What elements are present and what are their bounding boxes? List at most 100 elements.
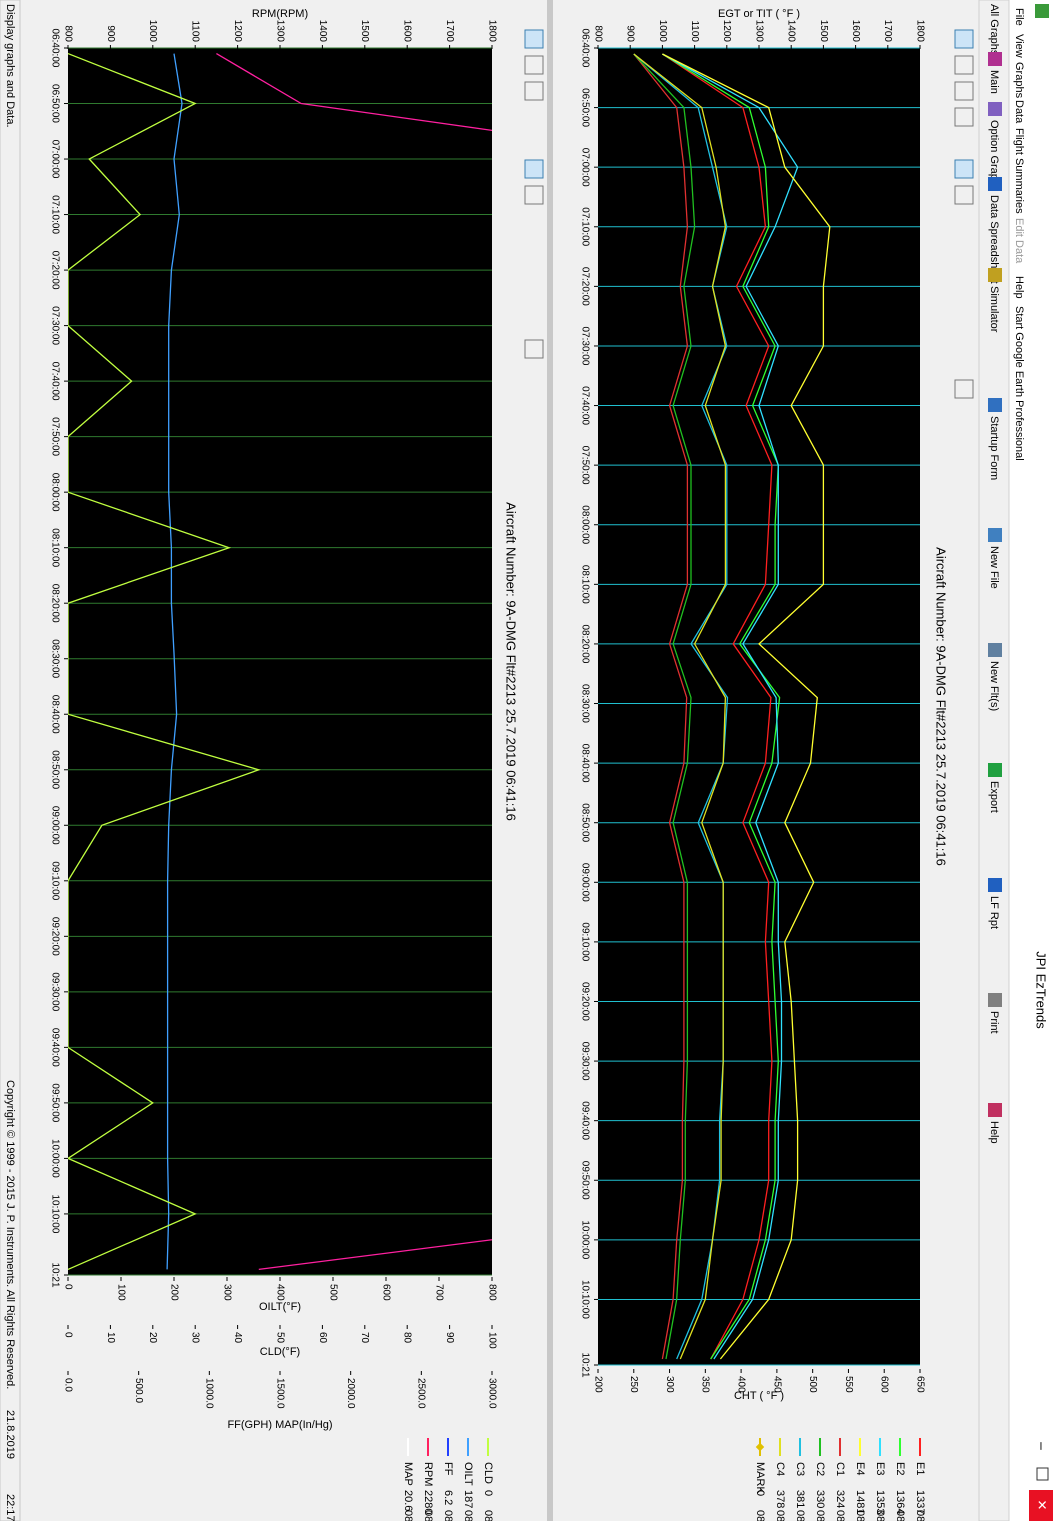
menu-item[interactable]: Flight Summaries [1013,128,1025,214]
toolbar-button[interactable]: New File [988,546,1000,589]
toolbar-icon [988,177,1002,191]
legend-name: E3 [874,1462,886,1475]
x-tick-label: 09:40:00 [49,1028,60,1067]
y-tick-label: 800 [62,25,73,42]
tool-button[interactable] [524,339,544,359]
y-tick-label: 1500 [818,20,829,43]
app-icon [1035,4,1049,18]
legend-time: 08:29:0 [482,1510,494,1521]
legend-time: 08:29:0 [794,1510,806,1521]
status-text: Display graphs and Data. [4,4,16,128]
toolbar-button[interactable]: Export [988,781,1000,813]
tool-button[interactable] [954,107,974,127]
toolbar-button[interactable]: Print [988,1011,1000,1034]
legend-value: 6.2 [442,1490,454,1505]
toolbar-button[interactable]: Simulator [988,286,1000,333]
legend-time: 08:29:0 [402,1510,414,1521]
legend-value: 1353 [874,1490,886,1514]
menu-item[interactable]: Start Google Earth Professional [1013,306,1025,461]
tool-button[interactable] [954,379,974,399]
y-tick-label: 400 [274,1284,285,1301]
axis-label: CHT ( °F ) [734,1390,784,1402]
tool-button[interactable] [524,81,544,101]
x-tick-label: 10:10:00 [579,1280,590,1319]
tool-button[interactable] [524,185,544,205]
y-tick-label: 60 [317,1332,328,1344]
x-tick-label: 09:00:00 [49,806,60,845]
series-line [633,53,689,1360]
toolbar-button[interactable]: Startup Form [988,416,1000,480]
y-tick-label: 70 [359,1332,370,1344]
x-tick-label: 08:50:00 [579,803,590,842]
legend-time: 08:29:0 [774,1510,786,1521]
legend-value: 381 [794,1490,806,1508]
toolbar-icon [988,398,1002,412]
toolbar-button[interactable]: All Graphs [988,4,1000,56]
legend-name: MARK [754,1462,766,1494]
toolbar-button[interactable]: Help [988,1121,1000,1144]
y-tick-label: 1300 [274,20,285,43]
y-tick-label: 800 [592,25,603,42]
toolbar-button[interactable]: Option Graph [988,120,1000,186]
menu-item[interactable]: Edit Data [1013,218,1025,264]
tool-button[interactable] [954,55,974,75]
axis-label: EGT or TIT ( °F ) [718,8,800,20]
legend-name: E4 [854,1462,866,1475]
menu-item[interactable]: View [1013,34,1025,58]
y-tick-label: 400 [735,1376,746,1393]
tool-button[interactable] [954,159,974,179]
legend-value: 1481 [854,1490,866,1514]
toolbar-button[interactable]: Data Spreadsheet [988,195,1000,284]
legend-time: 08:29:0 [754,1510,766,1521]
x-tick-label: 08:30:00 [579,684,590,723]
y-tick-label: 30 [190,1332,201,1344]
series-line [662,53,773,1360]
x-tick-label: 07:00:00 [49,140,60,179]
x-tick-label: 06:50:00 [579,88,590,127]
toolbar-icon [988,763,1002,777]
minimize-button[interactable]: – [1034,1442,1050,1450]
x-tick-label: 07:20:00 [579,267,590,306]
y-tick-label: 1700 [444,20,455,43]
maximize-button[interactable] [1036,1467,1049,1481]
toolbar-button[interactable]: New Flt(s) [988,661,1000,711]
menu-item[interactable]: Graphs [1013,62,1025,99]
x-tick-label: 06:40:00 [49,29,60,68]
legend-time: 08:29:0 [914,1510,926,1521]
toolbar-button[interactable]: LF Rpt [988,896,1000,929]
x-tick-label: 07:30:00 [49,306,60,345]
chart-title: Aircraft Number: 9A-DMG Flt#2213 25.7.20… [504,502,519,821]
series-group [68,52,492,1271]
splitter [547,0,553,1521]
x-tick-label: 07:40:00 [49,362,60,401]
series-line [68,52,261,1270]
tool-button[interactable] [954,81,974,101]
x-tick-label: 08:40:00 [579,744,590,783]
menu-item[interactable]: Help [1013,276,1025,299]
y-tick-label: 500 [807,1376,818,1393]
legend-name: FF [442,1462,454,1476]
tool-button[interactable] [524,55,544,75]
y-tick-label: 100 [486,1332,497,1349]
series-group [633,53,831,1360]
axis-label: CLD(°F) [260,1346,300,1358]
tool-button[interactable] [954,185,974,205]
menu-item[interactable]: Data [1013,100,1025,124]
status-bar [0,0,21,1521]
y-tick-label: 1600 [850,20,861,43]
y-tick-label: 1100 [190,20,201,42]
y-tick-label: 1000.0 [204,1378,215,1409]
close-button[interactable] [1029,1490,1053,1521]
tool-button[interactable] [524,29,544,49]
x-tick-label: 07:40:00 [579,386,590,425]
series-line [633,53,727,1360]
toolbar-icon [988,102,1002,116]
menu-item[interactable]: File [1013,8,1025,26]
tool-button[interactable] [524,159,544,179]
x-tick-label: 08:40:00 [49,695,60,734]
legend-value: 0 [482,1490,494,1496]
toolbar-button[interactable]: Main [988,70,1000,94]
y-tick-label: 1100 [689,20,700,42]
y-tick-label: 100 [115,1284,126,1301]
tool-button[interactable] [954,29,974,49]
